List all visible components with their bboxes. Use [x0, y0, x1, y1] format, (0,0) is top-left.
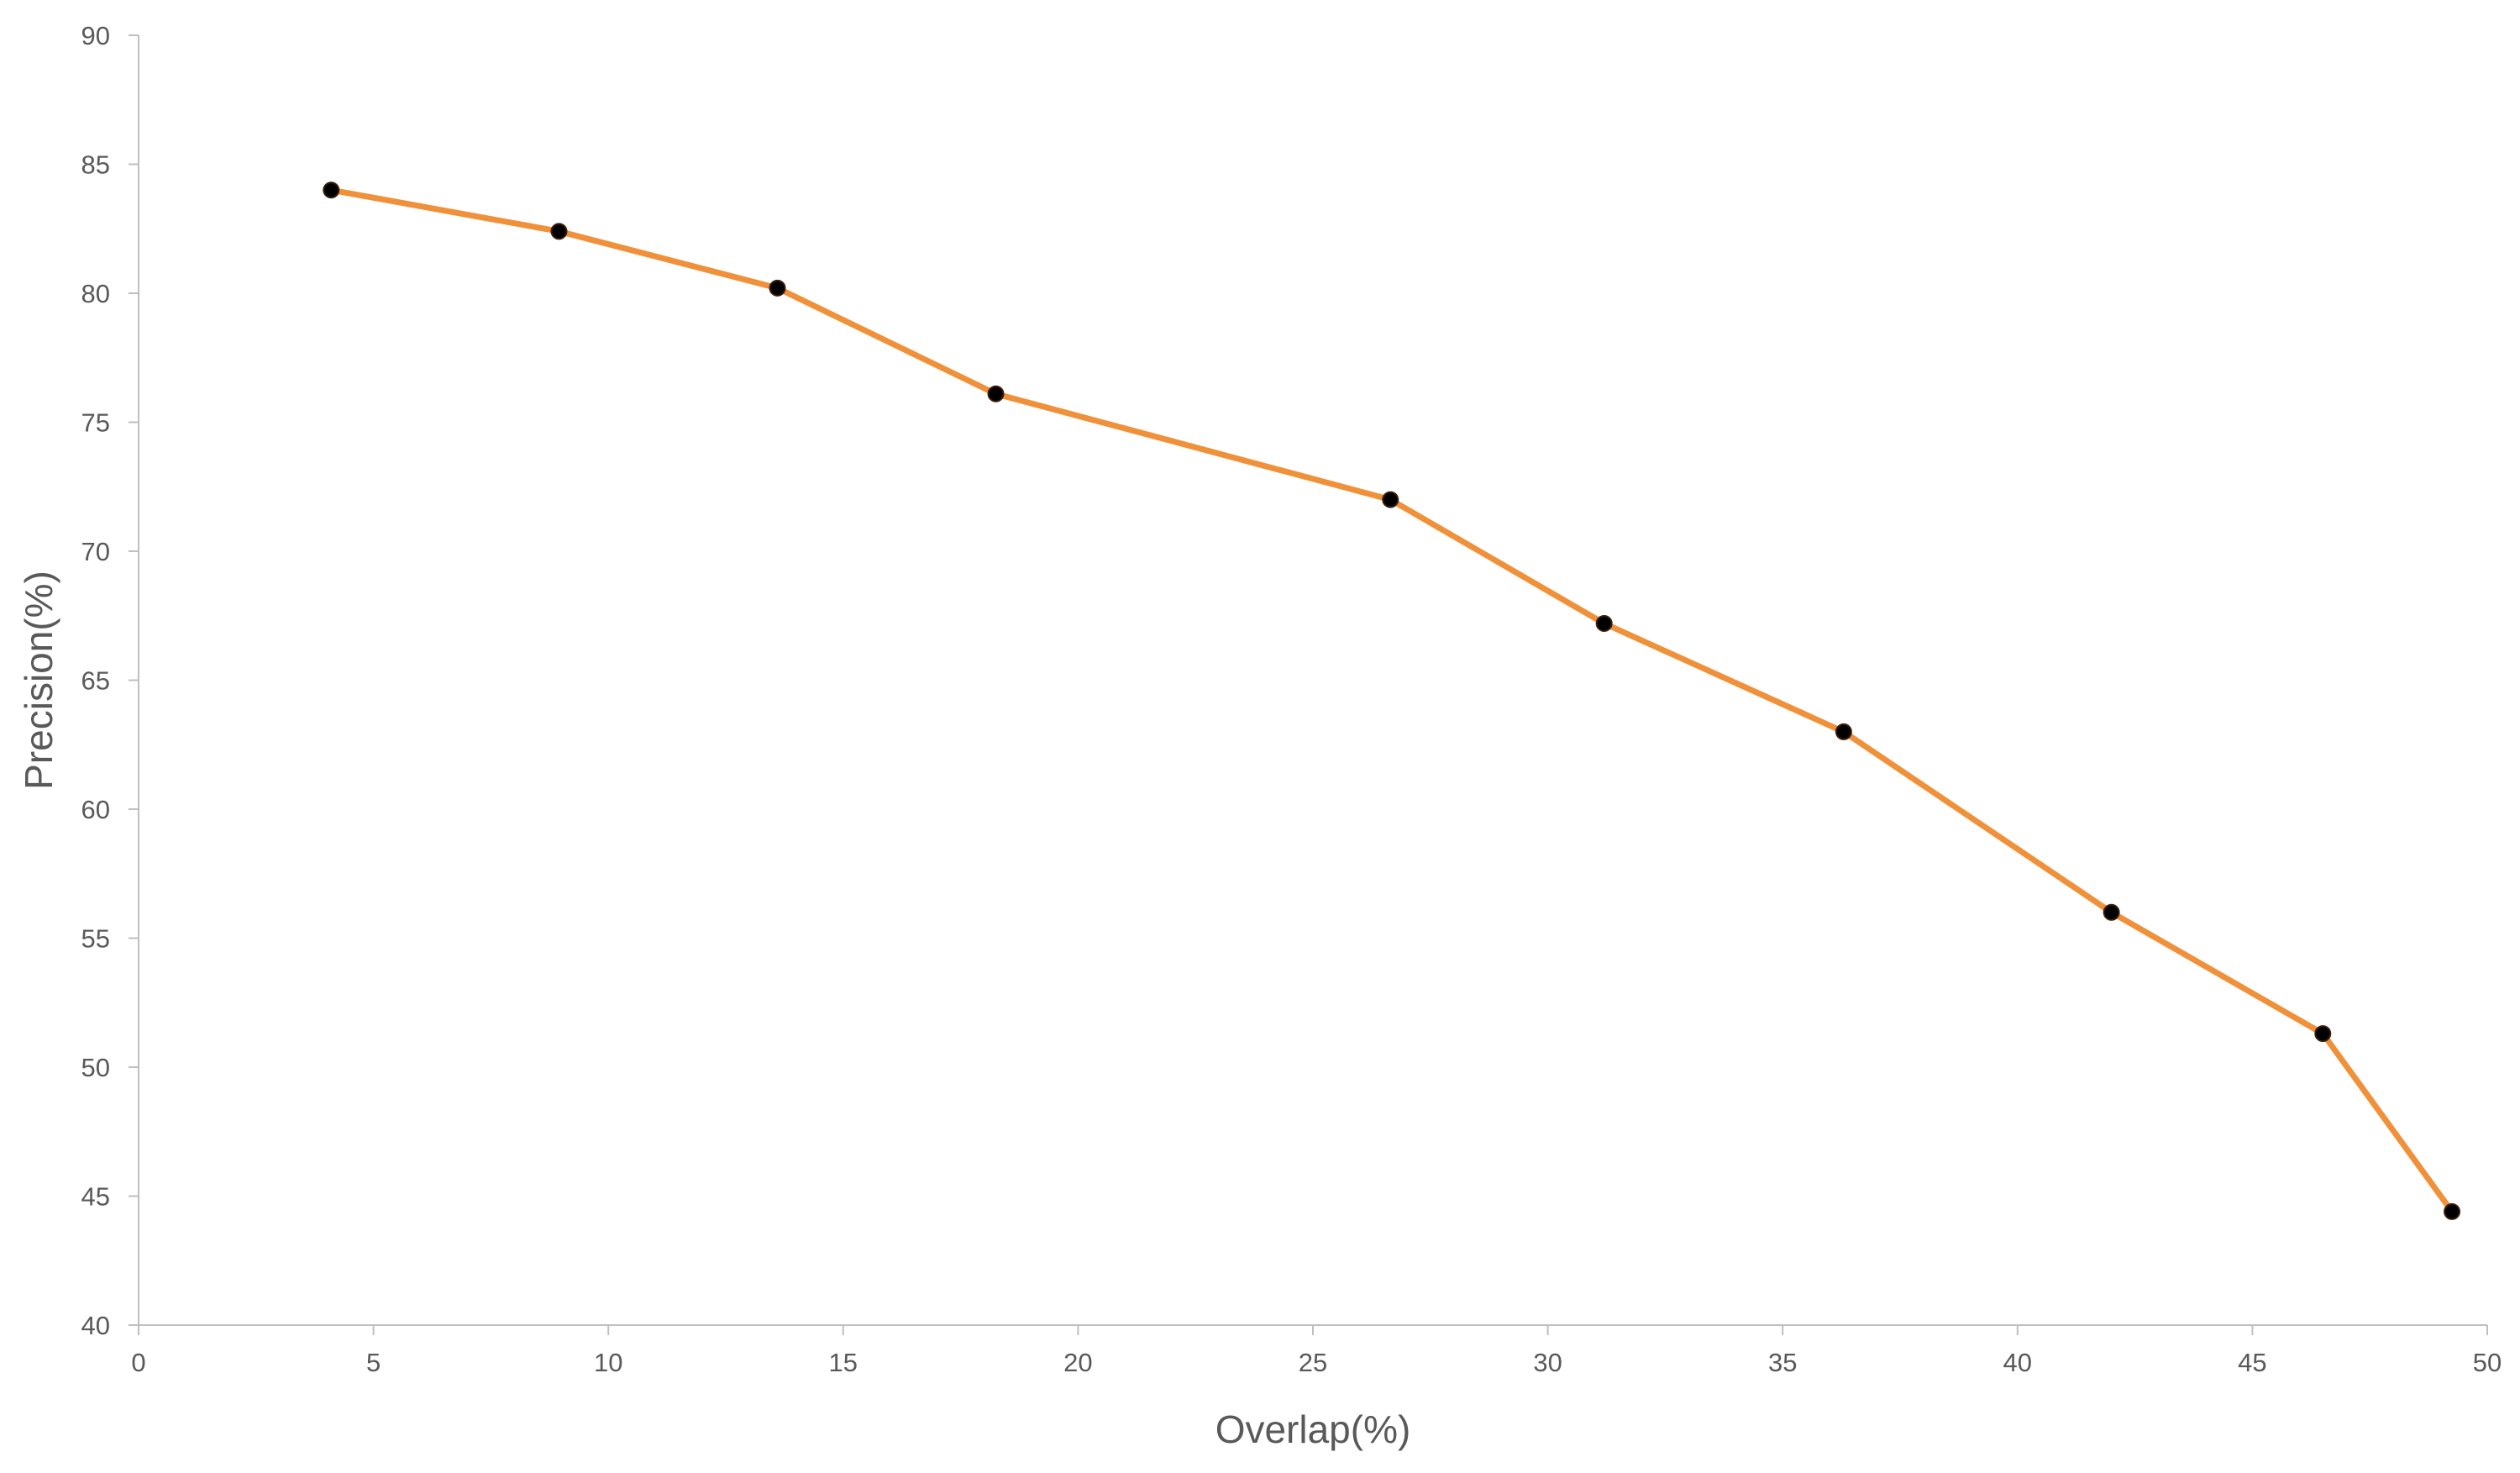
data-point: [2444, 1202, 2461, 1220]
y-tick-label: 50: [81, 1053, 110, 1082]
data-point: [2103, 903, 2120, 921]
y-tick-label: 85: [81, 150, 110, 180]
x-tick-label: 0: [131, 1348, 145, 1377]
x-tick-label: 5: [366, 1348, 381, 1377]
data-point: [550, 223, 568, 240]
data-point: [2314, 1025, 2332, 1043]
y-tick-label: 55: [81, 924, 110, 954]
series-group: [323, 181, 2461, 1220]
y-tick-label: 40: [81, 1311, 110, 1340]
x-axis-title: Overlap(%): [1215, 1407, 1411, 1451]
data-point: [1595, 614, 1613, 632]
x-tick-label: 40: [2003, 1348, 2032, 1377]
y-tick-label: 75: [81, 408, 110, 438]
y-tick-label: 45: [81, 1182, 110, 1212]
data-point: [1382, 491, 1399, 508]
y-axis-ticks: 40 45 50 55 60 65 70 75 80 85 90: [81, 21, 139, 1340]
x-tick-label: 30: [1533, 1348, 1562, 1377]
y-axis-title: Precision(%): [17, 571, 60, 790]
series-line: [328, 187, 2455, 1215]
data-point: [323, 181, 340, 199]
y-tick-label: 80: [81, 279, 110, 308]
x-tick-label: 35: [1768, 1348, 1797, 1377]
y-tick-label: 60: [81, 795, 110, 824]
y-tick-label: 65: [81, 666, 110, 696]
x-tick-label: 10: [594, 1348, 622, 1377]
x-tick-label: 20: [1063, 1348, 1092, 1377]
y-tick-label: 90: [81, 21, 110, 50]
x-axis-ticks: 0 5 10 15 20 25 30 35 40 45 50: [131, 1325, 2502, 1377]
x-tick-label: 15: [829, 1348, 858, 1377]
x-tick-label: 45: [2238, 1348, 2266, 1377]
x-tick-label: 25: [1299, 1348, 1327, 1377]
y-tick-label: 70: [81, 537, 110, 566]
data-point: [769, 279, 786, 297]
x-tick-label: 50: [2473, 1348, 2502, 1377]
data-point: [1835, 723, 1852, 740]
data-point: [987, 385, 1005, 402]
